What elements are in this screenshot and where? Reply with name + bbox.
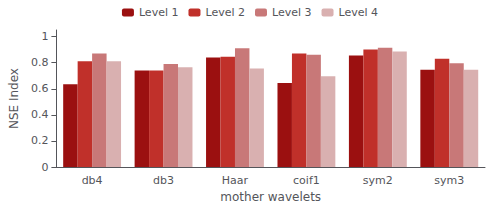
svg-text:mother wavelets: mother wavelets: [220, 190, 321, 204]
svg-text:0.8: 0.8: [31, 56, 49, 69]
svg-text:0: 0: [41, 161, 48, 174]
svg-text:Level 1: Level 1: [139, 6, 179, 19]
svg-text:Haar: Haar: [222, 174, 249, 187]
svg-text:Level 4: Level 4: [339, 6, 379, 19]
svg-text:sym3: sym3: [434, 174, 464, 187]
svg-text:db3: db3: [153, 174, 174, 187]
svg-text:NSE Index: NSE Index: [7, 68, 21, 129]
svg-text:Level 2: Level 2: [205, 6, 245, 19]
svg-text:1: 1: [41, 30, 48, 43]
svg-text:0.6: 0.6: [31, 82, 49, 95]
svg-text:db4: db4: [82, 174, 103, 187]
svg-text:sym2: sym2: [363, 174, 393, 187]
svg-text:Level 3: Level 3: [272, 6, 312, 19]
svg-text:coif1: coif1: [293, 174, 320, 187]
svg-text:0.2: 0.2: [31, 134, 49, 147]
svg-text:0.4: 0.4: [31, 108, 49, 121]
